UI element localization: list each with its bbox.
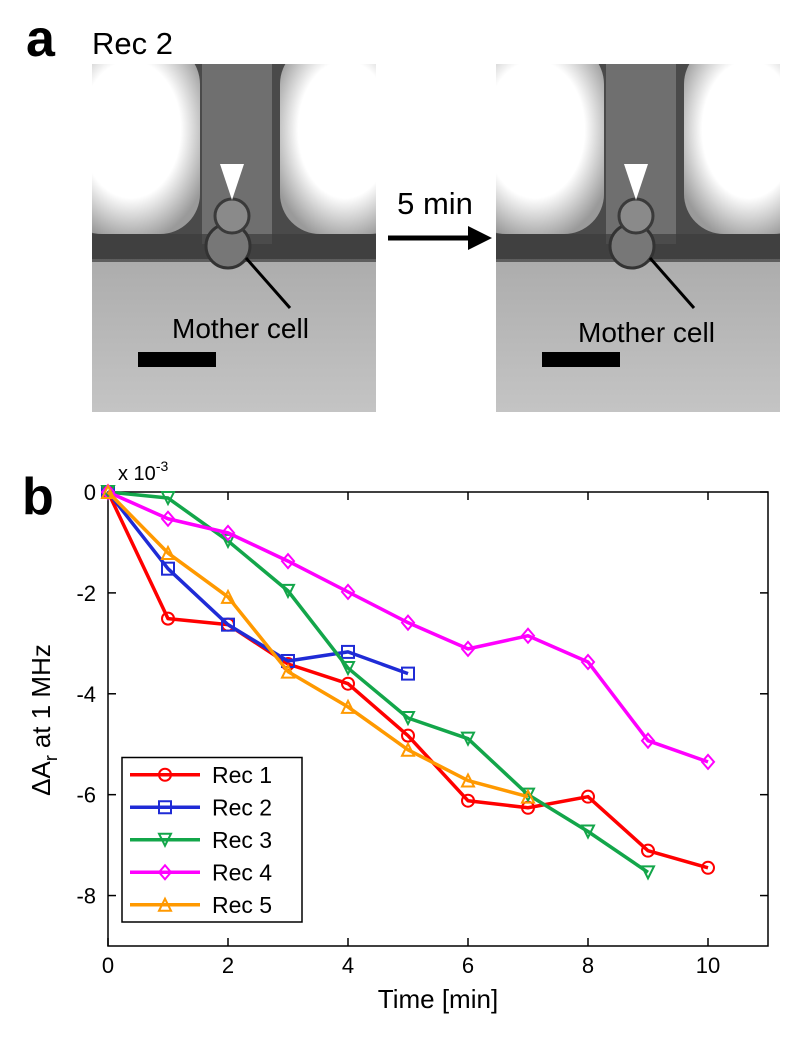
marker	[100, 483, 116, 499]
series-line	[106, 490, 409, 676]
marker	[161, 611, 175, 626]
y-axis-label: ΔAr at 1 MHz	[26, 644, 61, 796]
legend-label: Rec 1	[212, 762, 272, 788]
series-line	[107, 490, 709, 764]
marker	[640, 732, 656, 750]
marker	[161, 561, 175, 576]
marker	[400, 614, 416, 632]
legend-label: Rec 5	[212, 892, 272, 918]
x-tick-label: 4	[342, 953, 354, 978]
marker	[341, 676, 355, 691]
marker	[700, 753, 716, 771]
marker	[400, 710, 416, 727]
marker	[160, 544, 176, 561]
marker	[158, 767, 172, 782]
marker	[460, 640, 476, 658]
multiplier-exponent: -3	[156, 458, 169, 474]
marker	[220, 524, 236, 542]
marker	[157, 863, 173, 881]
legend-label: Rec 2	[212, 794, 272, 820]
y-label-sub: r	[41, 755, 61, 761]
y-label-suffix: at 1 MHz	[26, 644, 56, 748]
x-tick-label: 0	[102, 953, 114, 978]
marker	[400, 741, 416, 757]
marker	[401, 666, 415, 681]
y-tick-label: -6	[76, 783, 96, 808]
arrow-label: 5 min	[397, 186, 473, 221]
image-title: Rec 2	[92, 26, 173, 61]
marker	[520, 627, 536, 645]
annotation: Mother cell	[172, 313, 309, 344]
panel-label: a	[26, 10, 56, 68]
marker	[160, 510, 176, 528]
marker	[641, 843, 655, 858]
marker	[340, 583, 356, 601]
marker	[158, 800, 172, 815]
marker	[280, 552, 296, 570]
marker	[580, 653, 596, 671]
arrow-head	[468, 226, 492, 250]
marker	[280, 583, 296, 600]
y-tick-label: -4	[76, 682, 96, 707]
marker	[340, 661, 356, 677]
legend-label: Rec 4	[212, 859, 272, 885]
multiplier: x 10	[118, 463, 156, 485]
annotation: Mother cell	[578, 317, 715, 348]
marker	[461, 793, 475, 808]
marker	[460, 772, 476, 788]
marker	[460, 731, 476, 747]
x-axis-label: Time [min]	[378, 984, 498, 1014]
marker	[160, 491, 176, 507]
marker	[701, 860, 715, 875]
marker	[221, 617, 235, 632]
marker	[340, 698, 356, 714]
marker	[341, 644, 355, 659]
x-tick-label: 2	[222, 953, 234, 978]
marker	[157, 832, 173, 848]
series-line	[106, 490, 529, 799]
series-line	[107, 490, 649, 874]
x-tick-label: 6	[462, 953, 474, 978]
marker	[220, 533, 236, 550]
micrograph-left	[62, 44, 410, 412]
marker	[581, 789, 595, 804]
marker	[640, 865, 656, 881]
x-tick-label: 10	[696, 953, 720, 978]
marker	[580, 824, 596, 840]
x-tick-label: 8	[582, 953, 594, 978]
marker	[280, 663, 296, 679]
panel-label: b	[22, 468, 54, 526]
marker	[220, 588, 236, 604]
y-tick-label: 0	[84, 480, 96, 505]
plot-frame	[107, 491, 769, 947]
y-tick-label: -8	[76, 884, 96, 909]
series-line	[106, 491, 709, 870]
marker	[520, 788, 536, 804]
micrograph-right	[466, 44, 800, 412]
axis-multiplier: x 10-3	[118, 458, 168, 485]
marker	[157, 896, 173, 912]
legend-label: Rec 3	[212, 827, 272, 853]
y-tick-label: -2	[76, 581, 96, 606]
y-label-main: ΔA	[26, 761, 56, 796]
